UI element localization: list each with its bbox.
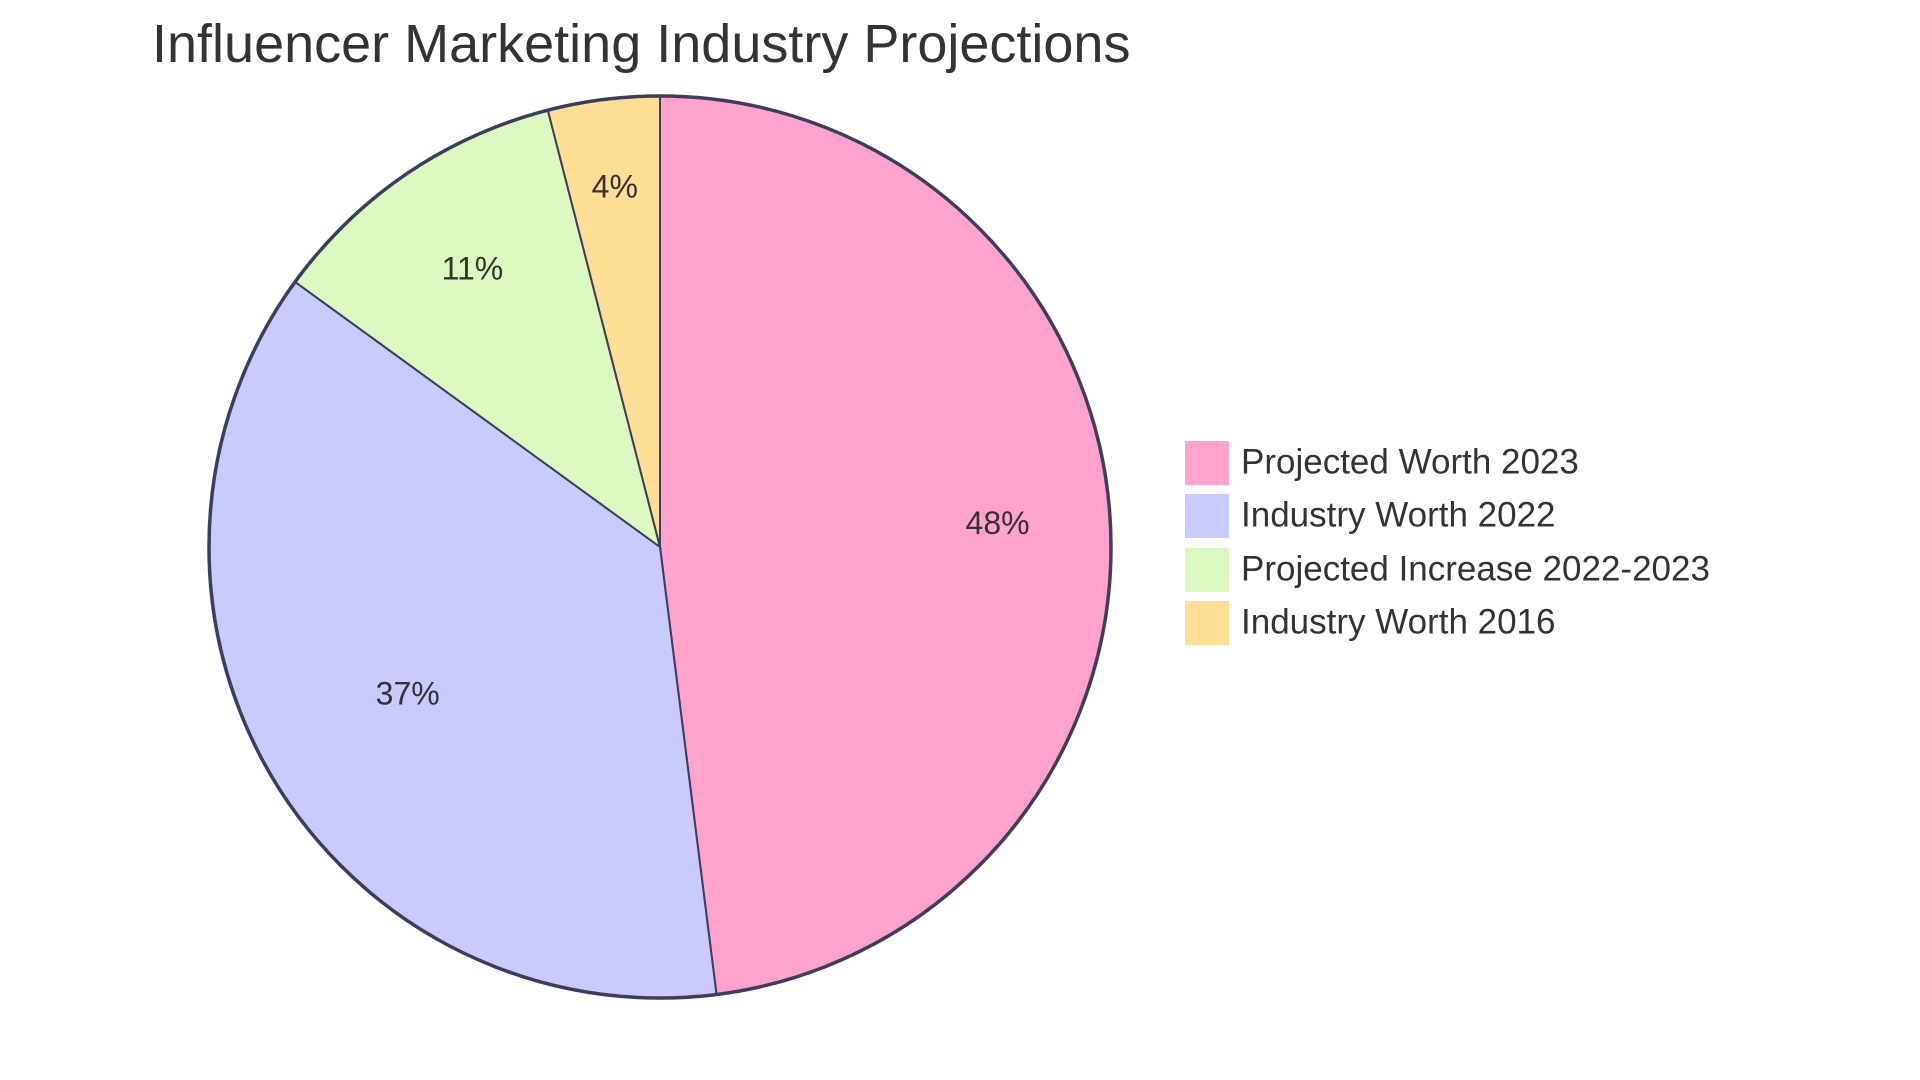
slice-labels: 48% 37% 11% 4%	[376, 168, 1030, 711]
chart-title: Influencer Marketing Industry Projection…	[152, 14, 1130, 74]
pie-slice-projected-worth-2023[interactable]	[659, 94, 1112, 996]
legend-label: Projected Worth 2023	[1241, 442, 1579, 481]
legend-item-industry-worth-2022[interactable]: Industry Worth 2022	[1183, 492, 1556, 540]
legend-label: Industry Worth 2022	[1241, 495, 1556, 534]
pie-slices	[208, 94, 1112, 999]
legend-item-projected-increase[interactable]: Projected Increase 2022-2023	[1183, 546, 1710, 594]
legend-label: Projected Increase 2022-2023	[1241, 549, 1710, 588]
legend-swatch-pink	[1183, 439, 1231, 487]
legend: Projected Worth 2023 Industry Worth 2022…	[1183, 439, 1710, 647]
legend-item-projected-worth-2023[interactable]: Projected Worth 2023	[1183, 439, 1579, 487]
legend-item-industry-worth-2016[interactable]: Industry Worth 2016	[1183, 599, 1556, 647]
legend-swatch-yellow	[1183, 599, 1231, 647]
pie-outline	[207, 94, 1113, 1000]
legend-swatch-blue	[1183, 492, 1231, 540]
slice-percent-label: 48%	[966, 505, 1030, 541]
slice-percent-label: 11%	[442, 250, 504, 286]
slice-percent-label: 37%	[376, 676, 440, 712]
slice-percent-label: 4%	[592, 168, 638, 204]
legend-swatch-green	[1183, 546, 1231, 594]
legend-label: Industry Worth 2016	[1241, 602, 1556, 641]
